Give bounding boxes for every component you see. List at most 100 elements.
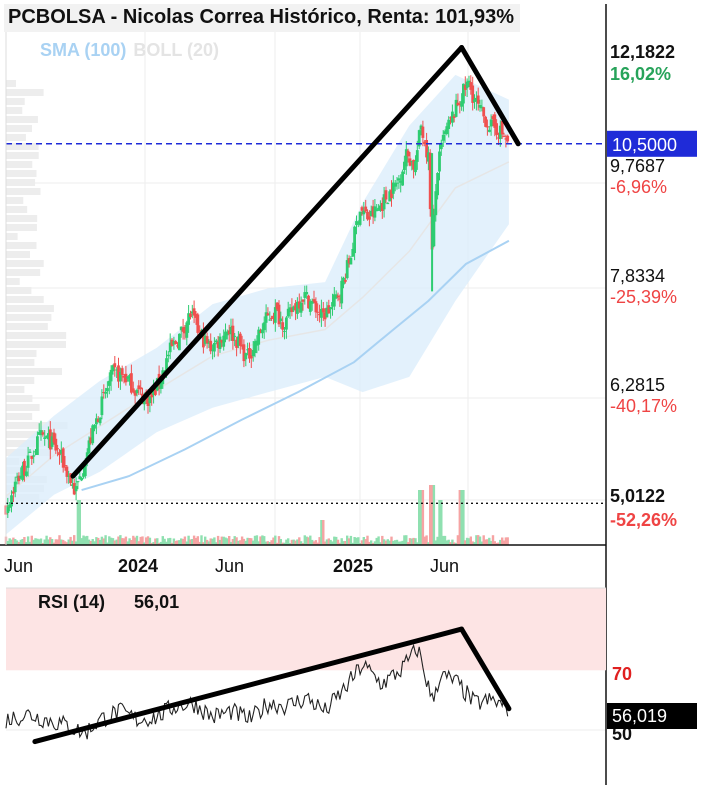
- candle-body: [135, 389, 139, 394]
- candle-body: [152, 388, 155, 396]
- volume-bar: [358, 543, 362, 545]
- volume-bar: [233, 536, 236, 545]
- candle-body: [23, 460, 26, 476]
- volume-profile-bar: [6, 260, 44, 267]
- volume-bar: [465, 537, 469, 545]
- candle-body: [439, 142, 443, 150]
- volume-bar: [181, 538, 185, 545]
- volume-profile-bar: [6, 251, 30, 258]
- volume-bar: [432, 485, 436, 545]
- candle-body: [484, 116, 487, 127]
- candle-body: [458, 103, 462, 105]
- volume-bar: [344, 541, 347, 545]
- candle-body: [242, 344, 246, 362]
- candle-body: [307, 295, 310, 309]
- volume-bar: [309, 535, 312, 545]
- volume-bar: [47, 539, 50, 545]
- candle-body: [113, 363, 117, 368]
- volume-profile-bar: [6, 206, 28, 213]
- volume-bar: [159, 541, 163, 545]
- volume-bar: [331, 541, 334, 545]
- volume-bar: [15, 540, 19, 545]
- volume-bar: [379, 542, 382, 545]
- candle-body: [104, 391, 107, 394]
- volume-bar: [145, 537, 148, 545]
- volume-profile-bar: [6, 296, 44, 303]
- candle-body: [146, 393, 150, 406]
- volume-bar: [270, 540, 273, 545]
- volume-bar: [458, 490, 461, 545]
- candle-body: [336, 295, 340, 298]
- candle-body: [460, 101, 463, 107]
- volume-bar: [91, 539, 94, 545]
- rsi-title: RSI (14): [38, 592, 106, 612]
- volume-bar: [467, 538, 471, 545]
- volume-profile-bar: [6, 116, 38, 123]
- indicator-legend: SMA (100) BOLL (20): [40, 40, 219, 61]
- volume-bar: [30, 535, 33, 545]
- candle-body: [473, 99, 476, 102]
- volume-profile-bar: [6, 242, 37, 249]
- candle-body: [192, 308, 196, 316]
- volume-bar: [133, 537, 137, 545]
- percent-change-label: 16,02%: [610, 64, 671, 84]
- volume-bar: [322, 520, 325, 545]
- candle-body: [447, 119, 451, 129]
- volume-bar: [303, 535, 306, 545]
- volume-profile-bar: [6, 332, 67, 339]
- volume-bar: [482, 535, 485, 545]
- candle-body: [131, 388, 135, 392]
- candle-body: [207, 342, 211, 344]
- candle-body: [93, 424, 96, 429]
- candle-body: [438, 151, 441, 172]
- volume-bar: [375, 537, 378, 545]
- candle-body: [373, 206, 377, 218]
- candle-body: [321, 308, 325, 313]
- candle-body: [467, 80, 471, 87]
- candle-body: [117, 365, 120, 382]
- candle-body: [489, 119, 493, 127]
- candle-body: [63, 465, 67, 467]
- x-axis-label: Jun: [215, 556, 244, 576]
- candle-body: [476, 95, 480, 104]
- volume-bar: [405, 535, 408, 545]
- candle-body: [360, 207, 364, 211]
- volume-bar: [78, 500, 81, 545]
- candle-body: [17, 475, 21, 482]
- candle-body: [43, 437, 47, 439]
- volume-bar: [460, 490, 463, 545]
- reference-lines: [6, 143, 606, 504]
- volume-bar: [202, 542, 205, 545]
- candle-body: [67, 475, 71, 477]
- volume-profile-bar: [6, 215, 38, 222]
- candle-body: [148, 396, 152, 404]
- candle-body: [371, 206, 375, 217]
- candle-body: [327, 305, 331, 314]
- candle-body: [441, 134, 445, 141]
- volume-bar: [17, 542, 21, 545]
- volume-bar: [80, 538, 83, 545]
- volume-bar: [418, 490, 421, 545]
- volume-bar: [499, 539, 502, 545]
- volume-bar: [211, 538, 214, 545]
- candle-body: [237, 336, 240, 346]
- volume-bar: [329, 539, 332, 545]
- volume-bar: [497, 542, 500, 545]
- volume-bar: [235, 537, 238, 545]
- candle-body: [264, 312, 268, 323]
- candle-body: [259, 331, 262, 333]
- candle-body: [246, 349, 249, 351]
- volume-bar: [76, 500, 80, 545]
- volume-bar: [255, 535, 259, 545]
- candle-body: [428, 152, 432, 210]
- candle-body: [59, 449, 63, 454]
- candle-body: [213, 343, 216, 352]
- volume-bar: [277, 536, 281, 545]
- candle-body: [414, 161, 417, 173]
- legend-boll: BOLL (20): [133, 40, 220, 60]
- volume-bar: [100, 536, 104, 545]
- volume-profile-bar: [6, 287, 32, 294]
- candle-body: [498, 125, 502, 139]
- volume-profile-bar: [6, 368, 62, 375]
- candle-body: [351, 249, 355, 257]
